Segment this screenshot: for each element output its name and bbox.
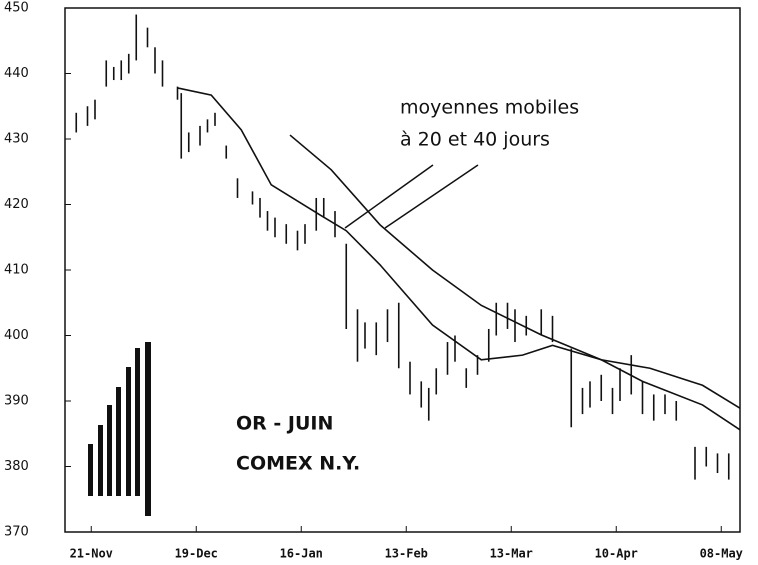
x-tick-label: 21-Nov xyxy=(70,547,113,561)
y-tick-label: 440 xyxy=(4,66,29,81)
x-tick-label: 13-Mar xyxy=(490,547,533,561)
annotation: COMEX N.Y. xyxy=(236,453,360,475)
y-tick-label: 420 xyxy=(4,197,29,212)
annotation: OR - JUIN xyxy=(236,413,333,435)
x-tick-label: 10-Apr xyxy=(595,547,638,561)
plot-frame xyxy=(64,7,741,533)
x-tick-label: 08-May xyxy=(700,547,743,561)
moving-average xyxy=(177,87,741,431)
y-tick-label: 400 xyxy=(4,328,29,343)
legend-icon xyxy=(88,342,151,516)
y-tick-label: 380 xyxy=(4,459,29,474)
y-tick-label: 370 xyxy=(4,525,29,540)
x-tick-label: 13-Feb xyxy=(385,547,428,561)
annotation-pointers xyxy=(344,164,479,229)
x-tick-label: 19-Dec xyxy=(175,547,218,561)
y-tick-label: 390 xyxy=(4,394,29,409)
y-tick-label: 450 xyxy=(4,1,29,16)
y-tick-label: 430 xyxy=(4,132,29,147)
annotation: à 20 et 40 jours xyxy=(400,129,550,151)
y-tick-label: 410 xyxy=(4,263,29,278)
moving-average xyxy=(289,134,741,409)
annotation: moyennes mobiles xyxy=(400,97,579,119)
x-tick-label: 16-Jan xyxy=(280,547,323,561)
